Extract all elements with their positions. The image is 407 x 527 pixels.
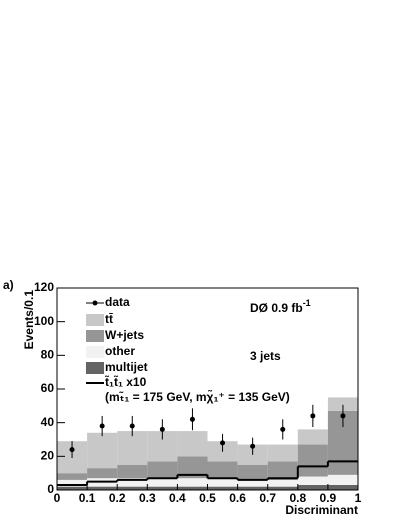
bar-segment [267,444,298,462]
bar-segment [57,479,88,487]
bar-segment [207,478,238,487]
bar-segment [117,464,148,479]
bar-segment [117,486,148,490]
legend-label: multijet [105,360,148,374]
bar-segment [297,484,328,490]
bar-segment [87,486,118,490]
legend-data-marker [92,300,98,306]
legend-swatch [86,346,104,358]
y-tick-label: 0 [47,482,54,496]
bar-segment [117,431,148,465]
bar-segment [147,478,178,487]
x-tick-label: 0 [54,491,61,505]
y-tick-label: 100 [34,314,54,328]
bar-segment [237,464,268,480]
bar-segment [147,486,178,490]
x-tick-label: 0.7 [259,491,276,505]
legend-label: W+jets [105,328,144,342]
bar-segment [297,429,328,445]
data-point [189,416,195,422]
bar-segment [297,444,328,477]
x-tick-label: 0.6 [229,491,246,505]
x-tick-label: 0.8 [289,491,306,505]
bar-segment [267,486,298,490]
bar-segment [177,486,208,490]
bar-segment [177,456,208,479]
panel-label: a) [3,278,14,292]
bar-segment [57,473,88,480]
legend-detail: (mₜ̃₁ = 175 GeV, mχ̃₁⁺ = 135 GeV) [105,389,290,404]
x-tick-label: 1 [355,491,362,505]
x-tick-label: 0.4 [169,491,186,505]
data-point [250,443,256,449]
experiment-label: DØ 0.9 fb-1 [250,298,311,315]
data-point [340,413,346,419]
legend-label: other [105,344,135,358]
data-point [310,413,316,419]
y-tick-label: 20 [41,449,55,463]
legend-swatch [86,314,104,326]
y-tick-label: 120 [34,280,54,294]
x-tick-label: 0.5 [199,491,216,505]
bar-segment [207,486,238,490]
legend-label: tt̄ [105,312,113,326]
y-tick-label: 80 [41,348,55,362]
bar-segment [57,486,88,490]
legend-label: t̃₁t̃₁ x10 [104,375,146,390]
x-tick-label: 0.1 [79,491,96,505]
y-tick-label: 40 [41,415,55,429]
legend-swatch [86,330,104,342]
bar-segment [177,431,208,457]
data-point [159,426,165,432]
x-tick-label: 0.3 [139,491,156,505]
x-tick-label: 0.2 [109,491,126,505]
data-point [99,423,105,429]
bar-segment [237,486,268,490]
data-point [129,423,135,429]
bar-segment [327,474,358,485]
x-tick-label: 0.9 [320,491,337,505]
data-point [69,447,75,453]
bar-segment [327,484,358,490]
y-axis-label: Events/0.1 [22,290,36,350]
bar-segment [87,468,118,479]
bar-segment [177,478,208,487]
y-tick-label: 60 [41,381,55,395]
bar-segment [327,397,358,411]
data-point [280,426,286,432]
bar-segment [267,479,298,487]
bar-segment [237,479,268,487]
experiment-sup: -1 [303,298,311,308]
experiment-text: DØ 0.9 fb [250,301,303,315]
legend-label: data [105,295,130,309]
legend-swatch [86,362,104,374]
bar-segment [147,461,178,479]
data-point [220,440,226,446]
annotation: 3 jets [250,349,281,363]
bar-segment [207,461,238,479]
x-axis-label: Discriminant [285,503,358,517]
bar-segment [267,461,298,480]
bar-segment [297,476,328,485]
bar-segment [87,432,118,469]
bar-segment [117,478,148,487]
